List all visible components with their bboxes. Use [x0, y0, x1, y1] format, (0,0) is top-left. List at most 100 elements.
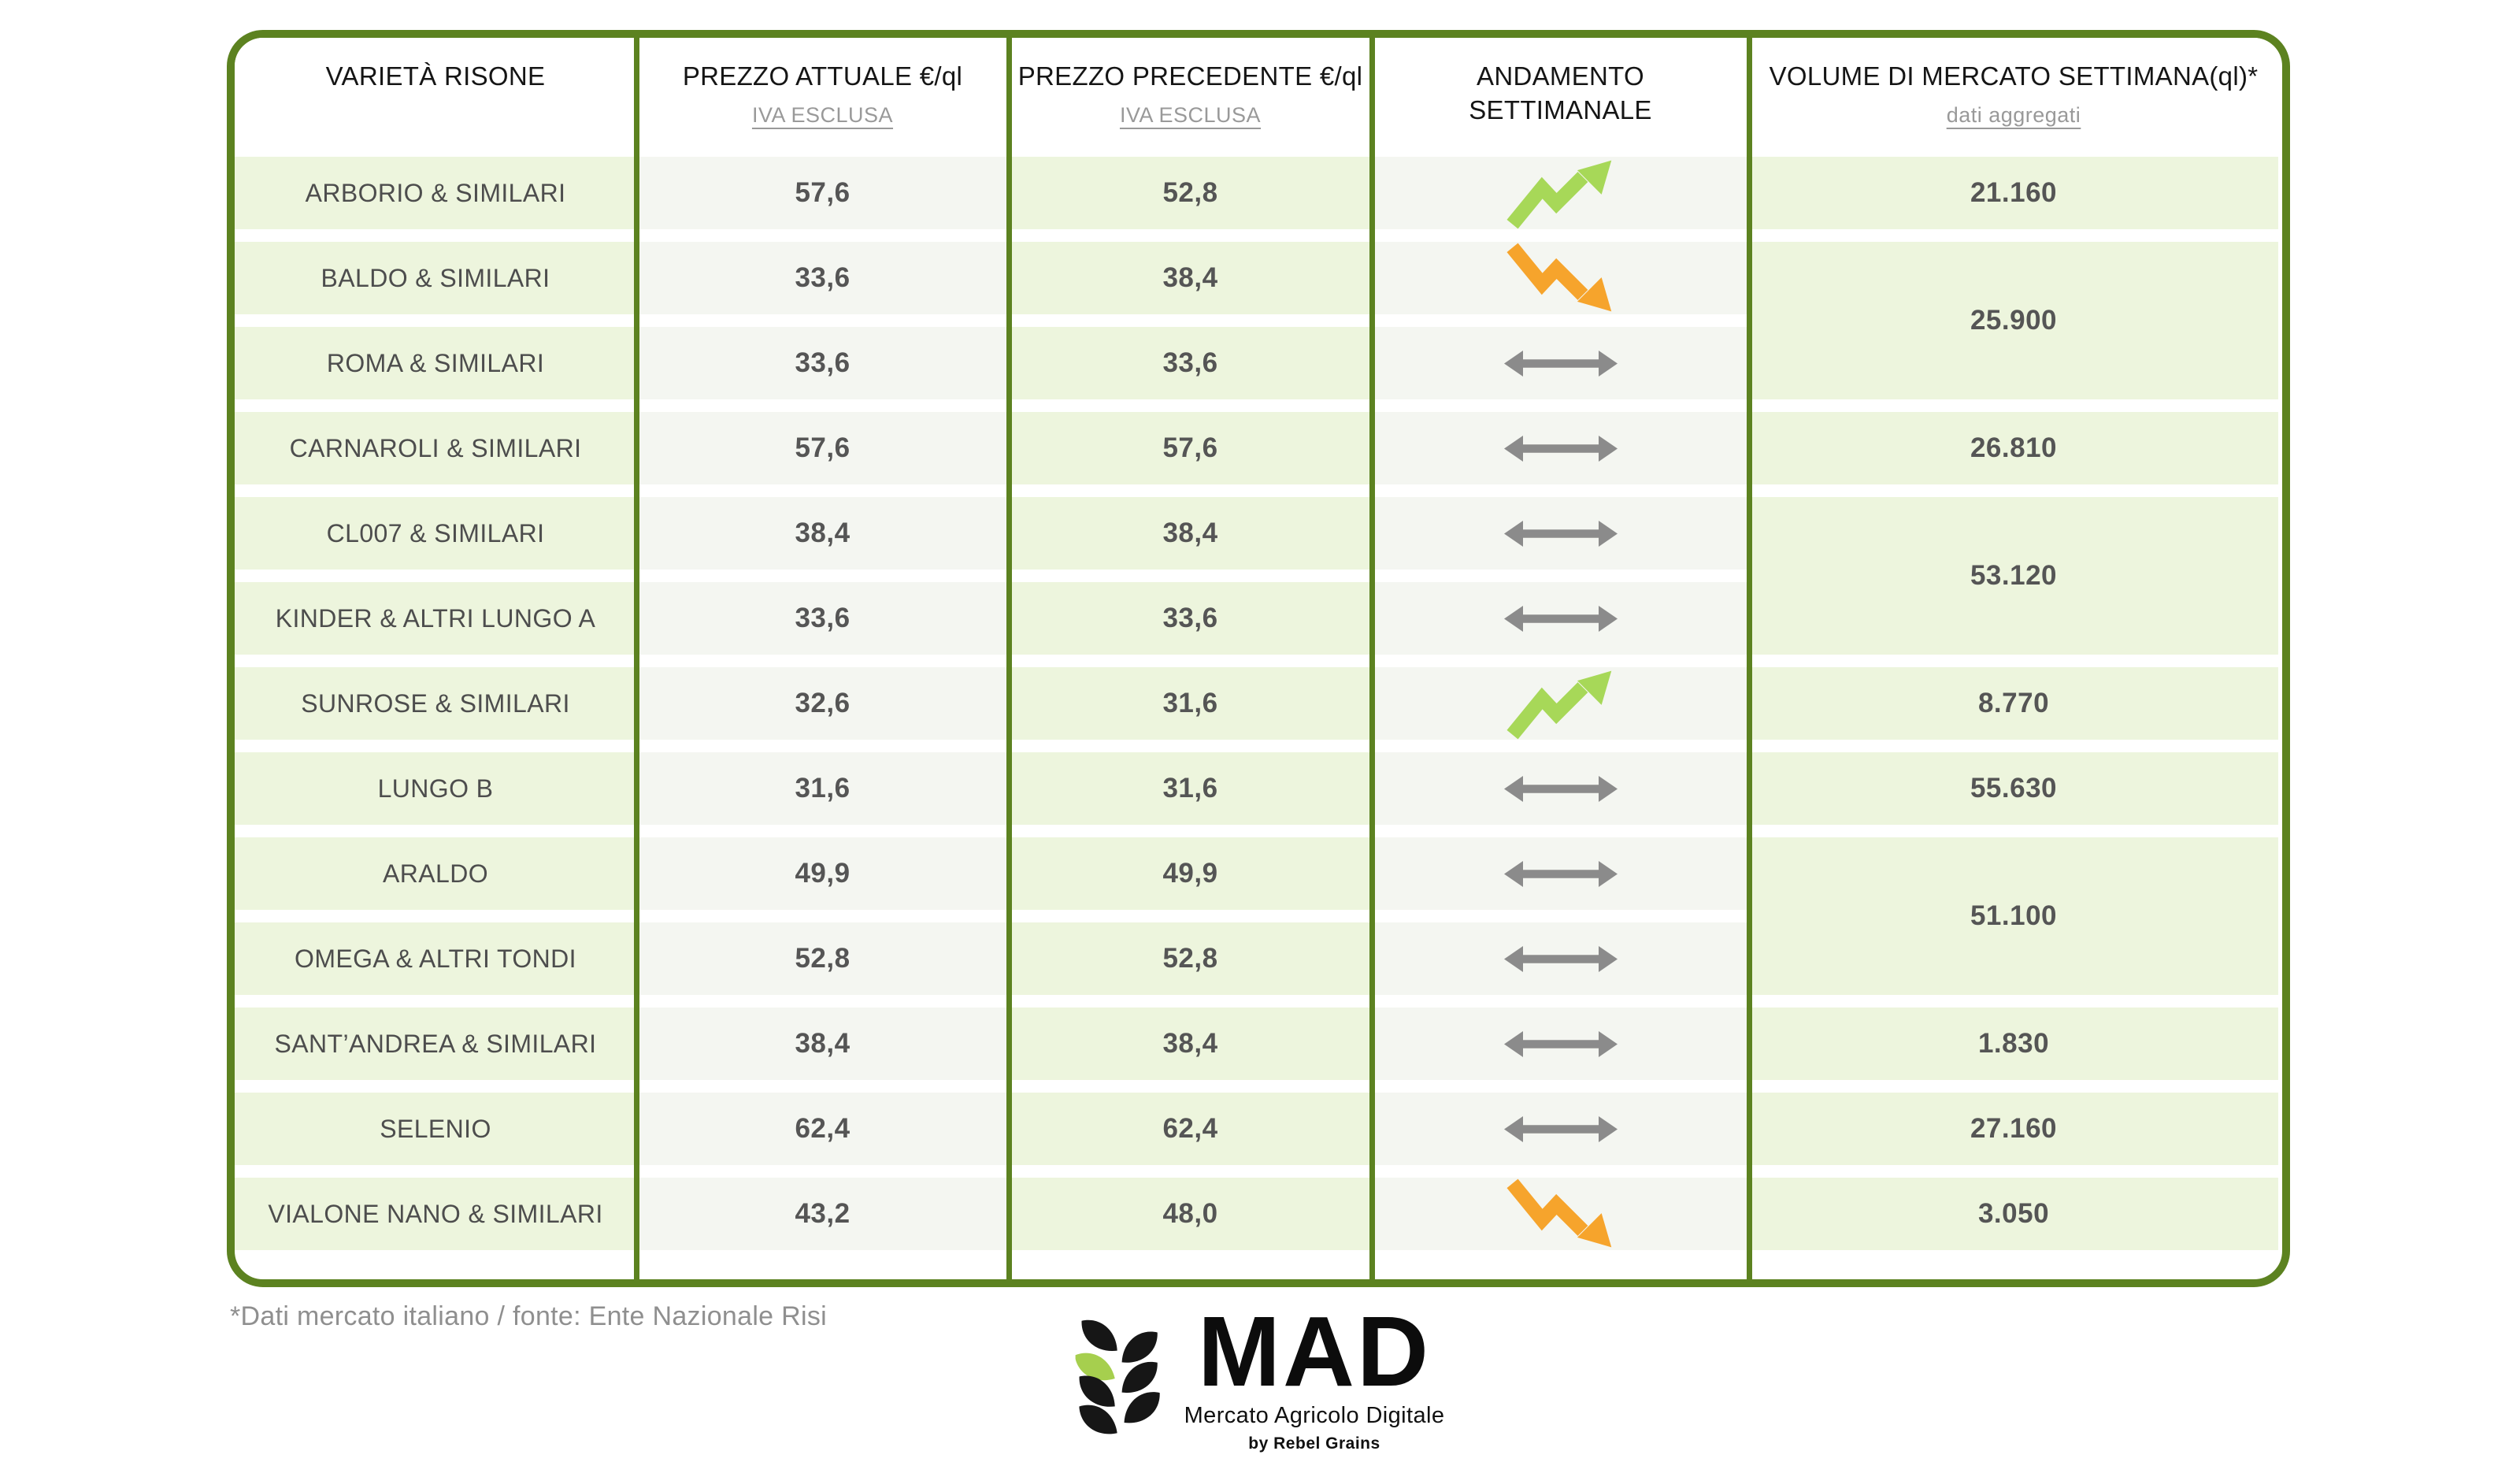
- trend-cell: [1372, 1093, 1749, 1165]
- previous-price-cell-value: 38,4: [1162, 262, 1218, 293]
- variety-cell: OMEGA & ALTRI TONDI: [235, 922, 636, 995]
- previous-price-cell: 52,8: [1009, 922, 1372, 995]
- variety-cell: SELENIO: [235, 1093, 636, 1165]
- current-price-cell: 38,4: [636, 497, 1009, 570]
- trend-flat-icon: [1503, 520, 1618, 547]
- trend-cell: [1372, 497, 1749, 570]
- previous-price-cell: 49,9: [1009, 837, 1372, 910]
- current-price-cell: 43,2: [636, 1178, 1009, 1250]
- trend-flat-icon: [1503, 605, 1618, 632]
- current-price-cell: 33,6: [636, 582, 1009, 655]
- previous-price-cell: 33,6: [1009, 582, 1372, 655]
- trend-cell: [1372, 922, 1749, 995]
- trend-cell: [1372, 667, 1749, 740]
- header-trend: ANDAMENTO SETTIMANALE: [1372, 38, 1749, 144]
- volume-cell: 26.810: [1749, 412, 2278, 484]
- current-price-cell-value: 62,4: [795, 1113, 850, 1144]
- current-price-cell-value: 52,8: [795, 943, 850, 974]
- variety-cell: KINDER & ALTRI LUNGO A: [235, 582, 636, 655]
- header-volume: VOLUME DI MERCATO SETTIMANA(ql)* dati ag…: [1749, 38, 2278, 144]
- volume-cell-value: 53.120: [1970, 560, 2058, 591]
- volume-cell-value: 26.810: [1970, 432, 2058, 463]
- header-volume-label: VOLUME DI MERCATO SETTIMANA(ql)*: [1769, 61, 2259, 91]
- current-price-cell-value: 33,6: [795, 603, 850, 633]
- volume-cell-value: 1.830: [1977, 1028, 2050, 1059]
- column-separator: [1006, 38, 1012, 1279]
- previous-price-cell: 38,4: [1009, 1008, 1372, 1080]
- previous-price-cell-value: 57,6: [1162, 432, 1218, 463]
- volume-cell: 21.160: [1749, 157, 2278, 229]
- trend-flat-icon: [1503, 775, 1618, 802]
- current-price-cell: 38,4: [636, 1008, 1009, 1080]
- previous-price-cell-value: 52,8: [1162, 177, 1218, 208]
- variety-cell-value: BALDO & SIMILARI: [321, 263, 550, 292]
- previous-price-cell: 31,6: [1009, 752, 1372, 825]
- trend-cell: [1372, 837, 1749, 910]
- volume-cell-value: 51.100: [1970, 900, 2058, 931]
- previous-price-cell: 31,6: [1009, 667, 1372, 740]
- volume-cell: 27.160: [1749, 1093, 2278, 1165]
- variety-cell-value: SELENIO: [380, 1114, 491, 1143]
- previous-price-cell-value: 33,6: [1162, 603, 1218, 633]
- volume-cell-value: 3.050: [1977, 1198, 2050, 1229]
- current-price-cell-value: 32,6: [795, 688, 850, 718]
- trend-flat-icon: [1503, 1030, 1618, 1057]
- volume-cell-value: 8.770: [1977, 688, 2050, 718]
- mad-leaves-icon: [1075, 1320, 1160, 1434]
- variety-cell-value: LUNGO B: [377, 774, 494, 803]
- source-footnote: *Dati mercato italiano / fonte: Ente Naz…: [230, 1301, 828, 1331]
- variety-cell-value: CL007 & SIMILARI: [326, 518, 545, 547]
- current-price-cell: 57,6: [636, 157, 1009, 229]
- current-price-cell: 57,6: [636, 412, 1009, 484]
- variety-cell: ARBORIO & SIMILARI: [235, 157, 636, 229]
- previous-price-cell: 38,4: [1009, 497, 1372, 570]
- current-price-cell: 33,6: [636, 327, 1009, 399]
- trend-cell: [1372, 327, 1749, 399]
- variety-cell-value: ARBORIO & SIMILARI: [305, 178, 566, 207]
- header-current-price-label: PREZZO ATTUALE €/ql: [682, 61, 963, 91]
- previous-price-cell: 52,8: [1009, 157, 1372, 229]
- column-separator: [1369, 38, 1375, 1279]
- current-price-cell-value: 31,6: [795, 773, 850, 803]
- previous-price-cell-value: 31,6: [1162, 773, 1218, 803]
- column-separator: [634, 38, 639, 1279]
- previous-price-cell: 48,0: [1009, 1178, 1372, 1250]
- logo-subtitle: Mercato Agricolo Digitale: [1184, 1402, 1445, 1428]
- variety-cell: SUNROSE & SIMILARI: [235, 667, 636, 740]
- current-price-cell-value: 33,6: [795, 347, 850, 378]
- header-previous-price-label: PREZZO PRECEDENTE €/ql: [1017, 61, 1363, 91]
- volume-cell: 53.120: [1749, 497, 2278, 655]
- volume-cell-value: 25.900: [1970, 305, 2058, 336]
- current-price-cell: 49,9: [636, 837, 1009, 910]
- trend-cell: [1372, 582, 1749, 655]
- trend-cell: [1372, 412, 1749, 484]
- current-price-cell: 31,6: [636, 752, 1009, 825]
- current-price-cell-value: 43,2: [795, 1198, 850, 1229]
- trend-flat-icon: [1503, 860, 1618, 887]
- current-price-cell-value: 33,6: [795, 262, 850, 293]
- trend-flat-icon: [1503, 435, 1618, 462]
- volume-cell-value: 27.160: [1970, 1113, 2058, 1144]
- variety-cell: BALDO & SIMILARI: [235, 242, 636, 314]
- price-table-grid: VARIETÀ RISONE PREZZO ATTUALE €/ql IVA E…: [235, 38, 2278, 1250]
- mad-logo: MAD Mercato Agricolo Digitale by Rebel G…: [1075, 1302, 1445, 1453]
- previous-price-cell-value: 38,4: [1162, 518, 1218, 548]
- current-price-cell-value: 57,6: [795, 432, 850, 463]
- trend-cell: [1372, 242, 1749, 314]
- previous-price-cell: 38,4: [1009, 242, 1372, 314]
- volume-cell: 55.630: [1749, 752, 2278, 825]
- volume-cell: 1.830: [1749, 1008, 2278, 1080]
- mad-logo-text: MAD Mercato Agricolo Digitale by Rebel G…: [1184, 1302, 1445, 1453]
- variety-cell: CARNAROLI & SIMILARI: [235, 412, 636, 484]
- trend-cell: [1372, 752, 1749, 825]
- variety-cell: SANT’ANDREA & SIMILARI: [235, 1008, 636, 1080]
- header-current-price-sublabel: IVA ESCLUSA: [751, 102, 894, 127]
- trend-flat-icon: [1503, 1115, 1618, 1142]
- trend-cell: [1372, 1008, 1749, 1080]
- volume-cell: 25.900: [1749, 242, 2278, 399]
- previous-price-cell-value: 62,4: [1162, 1113, 1218, 1144]
- previous-price-cell-value: 49,9: [1162, 858, 1218, 889]
- trend-flat-icon: [1503, 945, 1618, 972]
- variety-cell-value: SUNROSE & SIMILARI: [301, 688, 570, 718]
- variety-cell-value: CARNAROLI & SIMILARI: [289, 433, 582, 462]
